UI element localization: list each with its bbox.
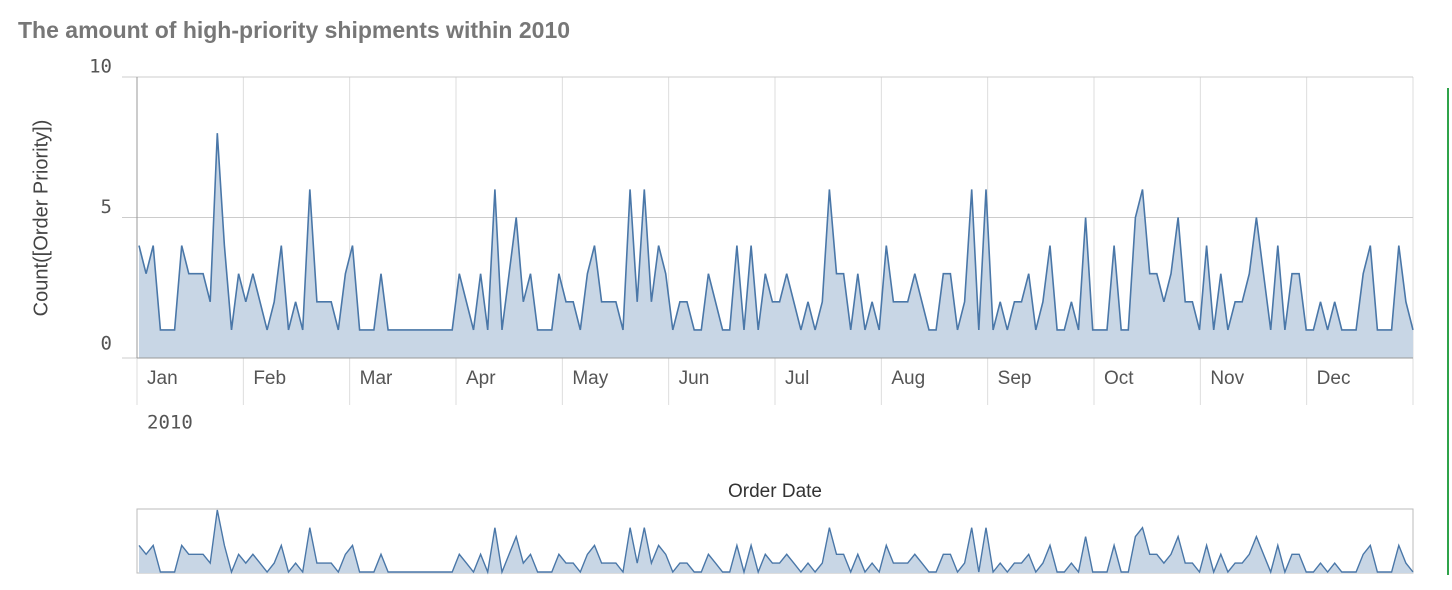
area-line [138,133,1414,331]
x-tick-label: Sep [998,368,1032,389]
x-tick-label: Apr [466,368,496,389]
y-tick-label: 10 [89,56,112,78]
x-tick-label: Mar [360,368,393,389]
x-tick-label: Oct [1104,368,1134,389]
chart-title: The amount of high-priority shipments wi… [18,17,570,43]
year-label: 2010 [147,412,193,434]
x-tick-label: Aug [891,368,925,389]
x-tick-label: May [572,368,608,389]
navigator-line [138,509,1414,575]
x-axis-label: Order Date [728,481,822,502]
x-tick-label: Jan [147,368,178,389]
x-tick-label: Jul [785,368,809,389]
x-tick-label: Nov [1210,368,1244,389]
x-tick-label: Dec [1317,368,1351,389]
y-tick-label: 5 [101,196,112,218]
area-fill [139,133,1413,358]
x-tick-label: Feb [253,368,286,389]
x-tick-label: Jun [679,368,710,389]
y-tick-label: 0 [101,333,112,355]
y-axis-label: Count([Order Priority]) [30,120,52,317]
